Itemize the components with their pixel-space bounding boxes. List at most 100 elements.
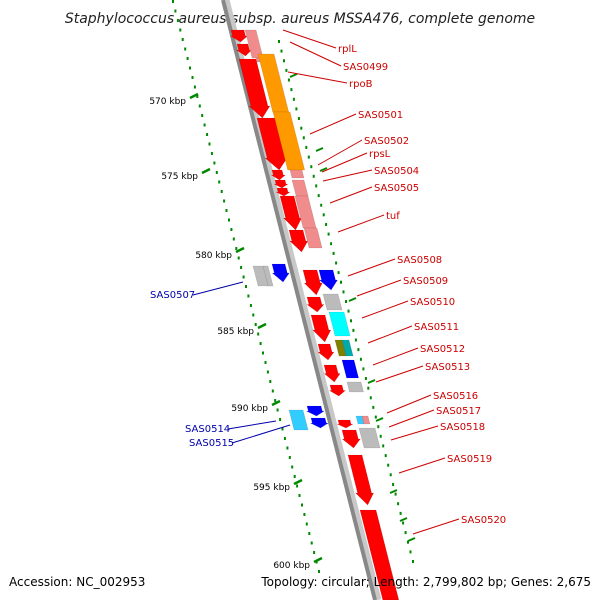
gene-SAS0514[interactable] — [288, 409, 309, 431]
ruler-dot — [220, 190, 223, 193]
ruler-dot — [223, 199, 226, 203]
gene-label-rpsl[interactable]: rpsL — [369, 149, 391, 160]
gene-red-q[interactable] — [347, 454, 375, 506]
gene-label-rpll[interactable]: rplL — [338, 44, 357, 55]
gene-label-sas0517[interactable]: SAS0517 — [436, 406, 481, 417]
ruler-dot — [404, 531, 407, 535]
scale-label: 590 kbp — [231, 404, 268, 414]
ruler-dot — [193, 85, 196, 89]
ruler-dot — [179, 28, 182, 32]
gene-rplL[interactable] — [229, 29, 249, 43]
genome-backbone — [221, 0, 382, 600]
label-leader-line — [329, 186, 373, 204]
gene-grey-b[interactable] — [346, 381, 364, 393]
gene-label-sas0505[interactable]: SAS0505 — [374, 183, 419, 194]
gene-label-sas0515[interactable]: SAS0515 — [189, 438, 234, 449]
ruler-dot — [307, 155, 310, 159]
gene-label-sas0504[interactable]: SAS0504 — [374, 166, 419, 177]
gene-label-sas0516[interactable]: SAS0516 — [433, 391, 478, 402]
gene-label-tuf[interactable]: tuf — [386, 211, 400, 222]
ruler-dot — [399, 511, 402, 515]
gene-SAS0518[interactable] — [358, 427, 381, 449]
ruler-minor-tick — [289, 73, 298, 78]
gene-tuf[interactable] — [303, 227, 323, 249]
backbone-line — [221, 0, 377, 600]
gene-red-h[interactable] — [288, 229, 309, 253]
gene-label-sas0513[interactable]: SAS0513 — [425, 362, 470, 373]
gene-label-sas0518[interactable]: SAS0518 — [440, 422, 485, 433]
ruler-dot — [287, 78, 290, 82]
gene-label-sas0511[interactable]: SAS0511 — [414, 322, 459, 333]
label-leader-line — [356, 279, 402, 297]
ruler-dot — [387, 463, 390, 467]
gene-red-p[interactable] — [341, 429, 361, 449]
ruler-dot — [297, 117, 300, 120]
ruler-dot — [382, 444, 385, 448]
gene-label-sas0508[interactable]: SAS0508 — [397, 255, 442, 266]
gene-SAS0508[interactable] — [318, 269, 339, 291]
ruler-dot — [322, 213, 325, 217]
ruler-dot — [281, 427, 284, 431]
ruler-dot — [176, 19, 179, 22]
gene-SAS0520[interactable] — [359, 509, 400, 600]
gene-red-j[interactable] — [305, 296, 325, 313]
ruler-tick — [313, 556, 323, 564]
gene-label-sas0512[interactable]: SAS0512 — [420, 344, 465, 355]
ruler-dot — [374, 415, 377, 419]
gene-SAS0513[interactable] — [341, 359, 359, 379]
ruler-dot — [352, 328, 355, 332]
gene-label-sas0519[interactable]: SAS0519 — [447, 454, 492, 465]
gene-SAS0507b[interactable] — [262, 265, 274, 287]
ruler-dot — [290, 88, 293, 92]
ruler-dot — [283, 437, 286, 440]
gene-blue-left-c[interactable] — [310, 417, 330, 429]
gene-red-a[interactable] — [235, 43, 253, 57]
ruler-dot — [264, 361, 267, 364]
ruler-dot — [359, 357, 362, 361]
gene-label-sas0514[interactable]: SAS0514 — [185, 424, 230, 435]
ruler-dot — [409, 550, 412, 554]
ruler-minor-tick — [367, 379, 376, 384]
gene-red-i[interactable] — [302, 269, 323, 296]
gene-pink-c[interactable] — [291, 179, 309, 197]
gene-red-m[interactable] — [323, 364, 341, 383]
feature-labels: rplL SAS0499 rpoB SAS0501 SAS0502 rpsL SAS0504… — [150, 29, 506, 535]
ruler-dot — [286, 446, 289, 450]
ruler-dot — [318, 570, 320, 573]
gene-red-n[interactable] — [328, 384, 347, 397]
gene-pink-b[interactable] — [289, 169, 305, 179]
gene-red-d[interactable] — [270, 169, 287, 181]
gene-red-e[interactable] — [273, 179, 289, 189]
label-leader-line — [361, 300, 409, 319]
gene-label-sas0509[interactable]: SAS0509 — [403, 276, 448, 287]
gene-label-sas0507[interactable]: SAS0507 — [150, 290, 195, 301]
ruler-minor-tick — [348, 297, 357, 302]
label-leader-line — [390, 425, 439, 441]
ruler-dot — [394, 492, 397, 496]
label-leader-line — [398, 457, 446, 474]
gene-red-g[interactable] — [279, 195, 303, 231]
gene-label-sas0501[interactable]: SAS0501 — [358, 110, 403, 121]
ruler-dot — [362, 367, 365, 371]
gene-SAS0512b[interactable] — [341, 339, 354, 357]
gene-red-k[interactable] — [310, 314, 332, 343]
gene-red-o[interactable] — [336, 419, 355, 429]
ruler-dot — [392, 483, 395, 486]
gene-SAS0510[interactable] — [322, 293, 343, 311]
gene-blue-left[interactable] — [271, 263, 290, 283]
gene-orange-b[interactable] — [272, 111, 306, 171]
gene-SAS0515[interactable] — [306, 405, 326, 417]
gene-label-rpob[interactable]: rpoB — [349, 79, 373, 90]
gene-label-sas0502[interactable]: SAS0502 — [364, 136, 409, 147]
gene-label-sas0510[interactable]: SAS0510 — [410, 297, 455, 308]
gene-red-b[interactable] — [238, 58, 271, 119]
gene-SAS0517[interactable] — [361, 415, 371, 425]
gene-SAS0511[interactable] — [328, 311, 351, 337]
gene-label-sas0499[interactable]: SAS0499 — [343, 62, 388, 73]
ruler-dot — [389, 473, 392, 477]
label-leader-line — [337, 214, 385, 233]
label-leader-line — [372, 347, 419, 366]
gene-red-f[interactable] — [275, 187, 291, 197]
gene-red-l[interactable] — [317, 343, 335, 361]
gene-label-sas0520[interactable]: SAS0520 — [461, 515, 506, 526]
